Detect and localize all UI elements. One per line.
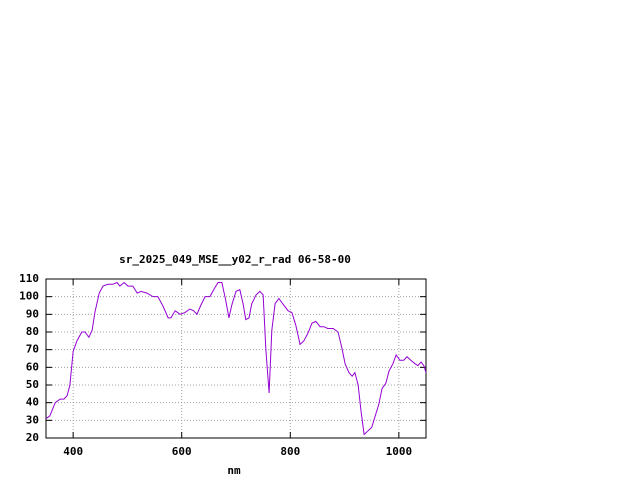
y-tick-label: 20	[26, 431, 39, 444]
y-tick-label: 70	[26, 343, 39, 356]
y-tick-label: 30	[26, 413, 39, 426]
y-tick-label: 60	[26, 360, 39, 373]
y-tick-label: 90	[26, 307, 39, 320]
x-tick-label: 800	[280, 445, 300, 458]
data-line	[45, 281, 427, 436]
plot-frame	[45, 278, 427, 439]
y-tick-label: 40	[26, 396, 39, 409]
x-tick-label: 400	[63, 445, 83, 458]
y-tick-label: 50	[26, 378, 39, 391]
y-tick-label: 100	[19, 290, 39, 303]
y-tick-label: 110	[19, 272, 39, 285]
x-tick-label: 600	[172, 445, 192, 458]
x-axis-label: nm	[227, 464, 241, 477]
chart-title: sr_2025_049_MSE__y02_r_rad 06-58-00	[119, 253, 351, 266]
y-tick-label: 80	[26, 325, 39, 338]
x-tick-label: 1000	[386, 445, 413, 458]
